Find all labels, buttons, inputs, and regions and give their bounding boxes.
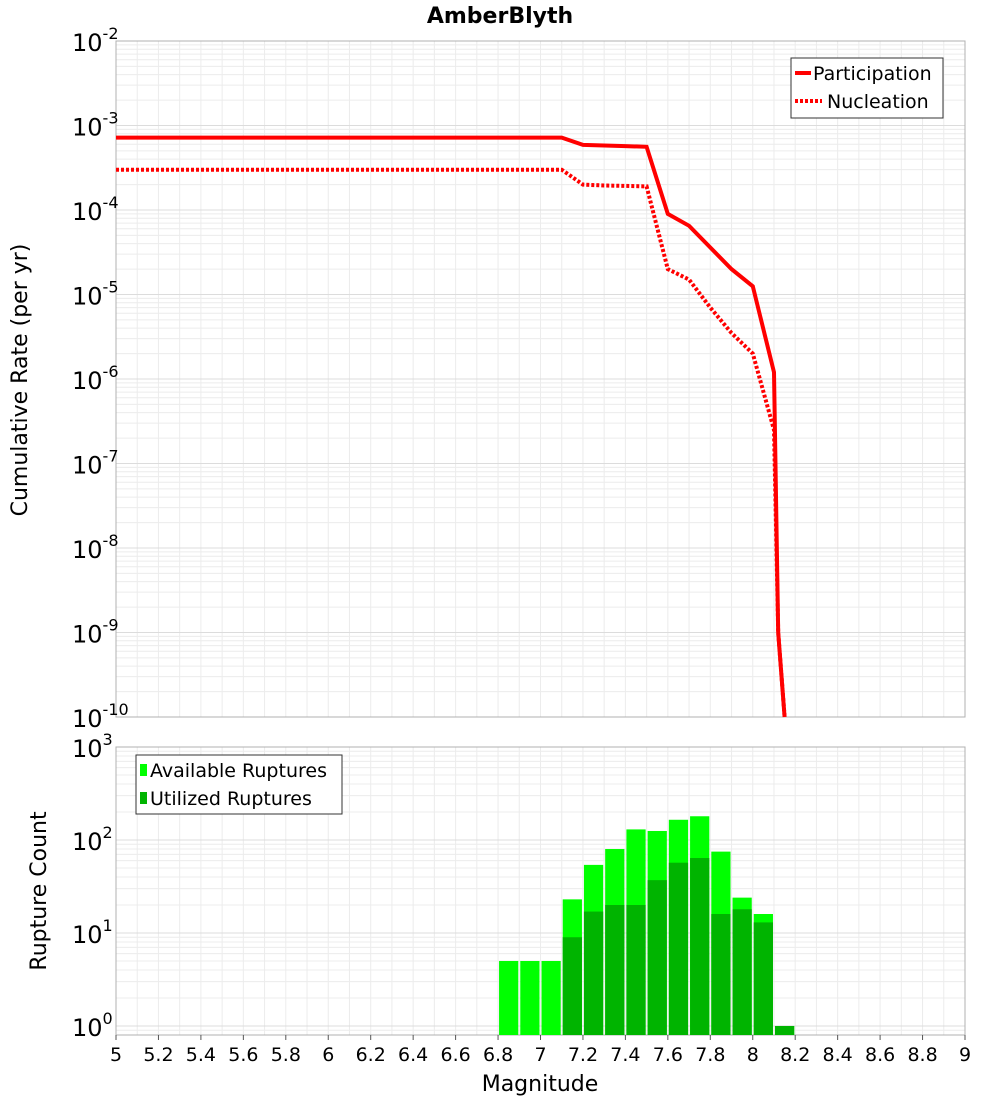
bar-utilized (626, 904, 646, 1035)
legend-label-participation: Participation (813, 63, 932, 85)
x-tick-label: 7.6 (653, 1044, 683, 1066)
bar-utilized (732, 909, 752, 1035)
x-tick-label: 5.2 (143, 1044, 173, 1066)
bar-utilized (562, 937, 582, 1035)
bar-utilized (647, 880, 667, 1035)
top-y-tick-label: 10-4 (72, 193, 119, 226)
x-tick-label: 9 (959, 1044, 971, 1066)
bottom-y-tick-label: 101 (72, 916, 113, 949)
bar-available (541, 960, 561, 1035)
x-tick-label: 7.4 (610, 1044, 640, 1066)
top-plot-frame (115, 40, 966, 718)
x-axis-label: Magnitude (482, 1072, 599, 1097)
x-tick-label: 6.8 (483, 1044, 513, 1066)
x-tick-label: 8.4 (823, 1044, 853, 1066)
x-tick-label: 6.4 (398, 1044, 428, 1066)
bar-utilized (774, 1025, 795, 1035)
top-y-tick-label: 10-9 (72, 616, 119, 649)
legend-swatch-available (140, 764, 147, 776)
rupture-legend: Available Ruptures Utilized Ruptures (135, 754, 343, 815)
x-tick-label: 5 (110, 1044, 122, 1066)
bottom-y-tick-label: 100 (72, 1009, 113, 1042)
bottom-y-tick-label: 103 (72, 730, 113, 763)
x-tick-label: 8 (747, 1044, 759, 1066)
participation-line (116, 135, 787, 718)
rate-legend-box (790, 57, 944, 119)
x-tick-label: 7.8 (695, 1044, 725, 1066)
chart-title: AmberBlyth (427, 4, 573, 29)
x-tick-label: 5.8 (271, 1044, 301, 1066)
nucleation-line (116, 167, 787, 718)
top-plot-grid (115, 41, 966, 718)
top-y-tick-label: 10-8 (72, 531, 119, 564)
top-y-tick-label: 10-5 (72, 278, 119, 311)
top-y-axis-label: Cumulative Rate (per yr) (8, 244, 33, 517)
top-y-tick-label: 10-3 (72, 109, 119, 142)
legend-label-available: Available Ruptures (150, 760, 327, 782)
bottom-y-tick-label: 102 (72, 823, 113, 856)
x-tick-label: 7 (534, 1044, 546, 1066)
x-tick-label: 8.6 (865, 1044, 895, 1066)
rupture-legend-box (135, 754, 343, 815)
rate-legend: Participation Nucleation (790, 57, 944, 119)
bar-utilized (690, 858, 710, 1035)
bar-utilized (668, 862, 689, 1035)
legend-swatch-utilized (140, 792, 147, 804)
bar-utilized (583, 911, 604, 1035)
top-y-tick-label: 10-2 (72, 24, 119, 57)
x-tick-label: 5.4 (186, 1044, 216, 1066)
x-tick-label: 8.8 (907, 1044, 937, 1066)
bar-utilized (711, 914, 731, 1035)
x-tick-label: 8.2 (780, 1044, 810, 1066)
top-y-tick-label: 10-7 (72, 447, 119, 480)
legend-label-nucleation: Nucleation (827, 91, 929, 113)
bar-utilized (605, 904, 625, 1035)
rupture-bars (499, 816, 795, 1035)
rate-lines (116, 135, 787, 718)
top-y-tick-label: 10-6 (72, 362, 119, 395)
top-y-tick-label: 10-10 (72, 700, 129, 733)
x-tick-label: 6.6 (440, 1044, 470, 1066)
x-tick-label: 6 (322, 1044, 334, 1066)
legend-label-utilized: Utilized Ruptures (150, 788, 312, 810)
x-tick-label: 6.2 (356, 1044, 386, 1066)
bottom-y-axis-label: Rupture Count (27, 811, 52, 971)
top-y-ticks: 10-2 10-3 10-4 10-5 10-6 10-7 10-8 10-9 10-10 (72, 24, 129, 733)
bar-utilized (753, 922, 773, 1035)
bar-available (499, 960, 519, 1035)
x-ticks: 5 5.2 5.4 5.6 5.8 6 6.2 6.4 6.6 6.8 7 7.2 7.4 7.6 7.8 8… (110, 1035, 971, 1066)
x-tick-label: 7.2 (568, 1044, 598, 1066)
bar-available (520, 960, 540, 1035)
bottom-y-ticks: 103 102 101 100 (72, 730, 113, 1042)
x-tick-label: 5.6 (228, 1044, 258, 1066)
